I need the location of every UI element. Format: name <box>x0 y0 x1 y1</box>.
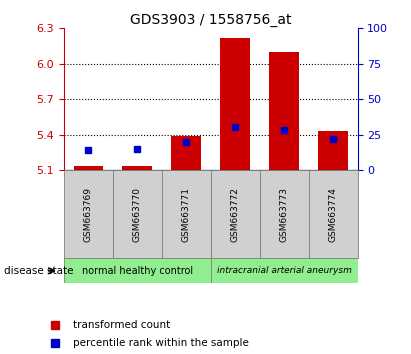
Text: intracranial arterial aneurysm: intracranial arterial aneurysm <box>217 266 351 275</box>
Bar <box>319 131 348 170</box>
Text: GSM663769: GSM663769 <box>84 187 93 242</box>
Bar <box>211 170 260 258</box>
Bar <box>270 52 299 170</box>
Bar <box>74 166 103 170</box>
Text: GSM663770: GSM663770 <box>133 187 142 242</box>
Bar <box>113 170 162 258</box>
Text: GSM663772: GSM663772 <box>231 187 240 242</box>
Text: GSM663774: GSM663774 <box>328 187 337 242</box>
Bar <box>309 170 358 258</box>
Bar <box>171 136 201 170</box>
Bar <box>122 166 152 170</box>
Text: transformed count: transformed count <box>73 320 170 330</box>
Text: normal healthy control: normal healthy control <box>82 266 193 276</box>
Text: percentile rank within the sample: percentile rank within the sample <box>73 338 248 348</box>
Text: GSM663771: GSM663771 <box>182 187 191 242</box>
Bar <box>162 170 211 258</box>
Text: GSM663773: GSM663773 <box>279 187 289 242</box>
Bar <box>64 258 210 283</box>
Title: GDS3903 / 1558756_at: GDS3903 / 1558756_at <box>130 13 291 27</box>
Bar <box>64 170 113 258</box>
Bar <box>211 258 358 283</box>
Bar <box>220 38 250 170</box>
Bar <box>260 170 309 258</box>
Text: disease state: disease state <box>4 266 74 276</box>
